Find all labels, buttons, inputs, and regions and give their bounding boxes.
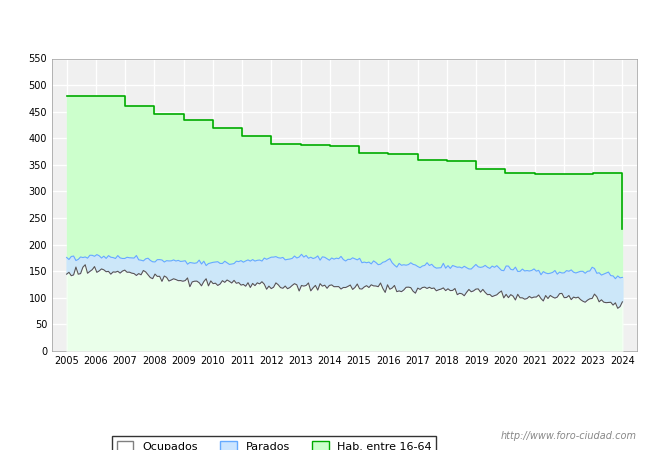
Text: http://www.foro-ciudad.com: http://www.foro-ciudad.com — [501, 431, 637, 441]
Text: Villamontán de la Valduerna - Evolucion de la poblacion en edad de Trabajar Sept: Villamontán de la Valduerna - Evolucion … — [37, 21, 613, 33]
Legend: Ocupados, Parados, Hab. entre 16-64: Ocupados, Parados, Hab. entre 16-64 — [112, 436, 437, 450]
